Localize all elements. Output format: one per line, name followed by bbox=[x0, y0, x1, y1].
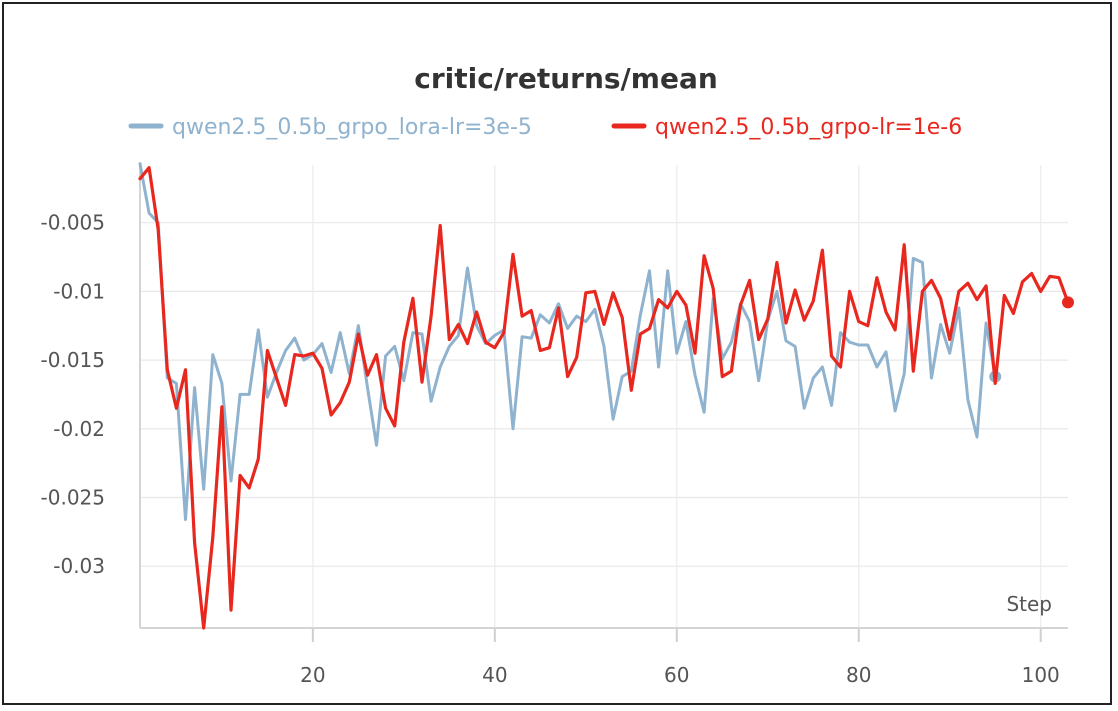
grid bbox=[140, 165, 1068, 628]
legend: qwen2.5_0.5b_grpo_lora-lr=3e-5 qwen2.5_0… bbox=[128, 115, 962, 140]
legend-label-lora: qwen2.5_0.5b_grpo_lora-lr=3e-5 bbox=[172, 115, 532, 140]
y-tick-label: -0.015 bbox=[41, 348, 105, 372]
y-tick-label: -0.02 bbox=[53, 417, 105, 441]
legend-item-full[interactable]: qwen2.5_0.5b_grpo-lr=1e-6 bbox=[611, 115, 962, 140]
axes: -0.005 -0.01 -0.015 -0.02 -0.025 -0.03 20 40 60 8… bbox=[41, 165, 1068, 687]
x-tick-label: 20 bbox=[300, 663, 325, 687]
legend-label-full: qwen2.5_0.5b_grpo-lr=1e-6 bbox=[655, 115, 962, 140]
chart-title: critic/returns/mean bbox=[414, 62, 718, 95]
series-line-1[interactable] bbox=[138, 166, 1070, 630]
legend-item-lora[interactable]: qwen2.5_0.5b_grpo_lora-lr=3e-5 bbox=[128, 115, 532, 140]
y-tick-label: -0.025 bbox=[41, 485, 105, 509]
x-tick-label: 60 bbox=[664, 663, 689, 687]
series-end-point-1[interactable] bbox=[1062, 296, 1074, 309]
y-tick-label: -0.03 bbox=[53, 554, 105, 578]
y-tick-label: -0.01 bbox=[53, 279, 105, 303]
x-axis-label: Step bbox=[1006, 592, 1052, 616]
series-line-0[interactable] bbox=[138, 162, 997, 521]
series-layer bbox=[138, 162, 1074, 630]
y-tick-label: -0.005 bbox=[41, 211, 105, 235]
x-tick-label: 40 bbox=[482, 663, 507, 687]
x-tick-label: 80 bbox=[846, 663, 871, 687]
x-tick-label: 100 bbox=[1022, 663, 1060, 687]
